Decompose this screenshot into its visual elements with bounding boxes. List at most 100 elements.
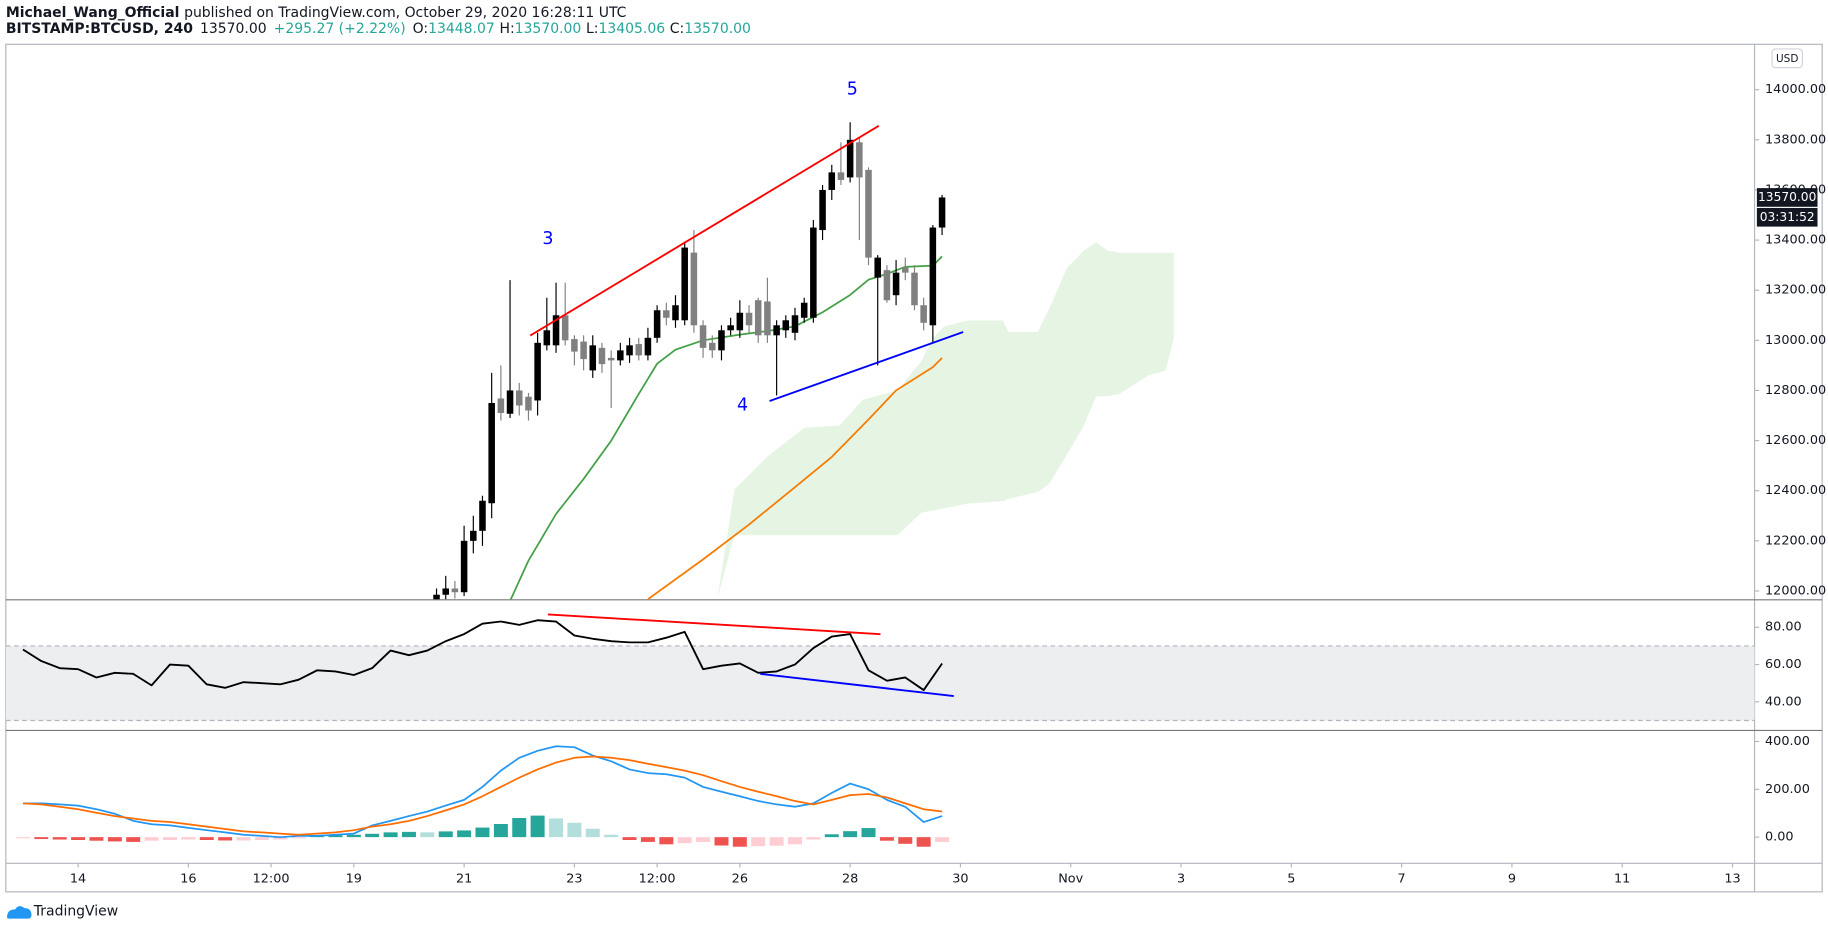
frame bbox=[5, 43, 1823, 893]
histogram-bar bbox=[34, 837, 49, 840]
candle-body bbox=[773, 325, 780, 336]
y-tick-label: 12000.00 bbox=[1765, 583, 1826, 598]
trendline bbox=[769, 331, 964, 402]
candle-body bbox=[552, 315, 560, 346]
x-tick-label: 5 bbox=[1287, 872, 1295, 887]
histogram-bar bbox=[273, 837, 288, 840]
x-tick-label: 7 bbox=[1398, 872, 1406, 887]
wave-label: 5 bbox=[847, 80, 858, 100]
histogram-bar bbox=[218, 837, 233, 841]
histogram-bar bbox=[714, 837, 729, 846]
y-tick-label: 12800.00 bbox=[1765, 383, 1826, 398]
x-tick-label: 21 bbox=[456, 872, 472, 887]
histogram-bar bbox=[677, 837, 692, 844]
candle-body bbox=[745, 312, 753, 326]
candle-body bbox=[589, 345, 597, 371]
histogram-bar bbox=[401, 831, 416, 838]
candle-body bbox=[791, 315, 799, 333]
countdown-box bbox=[1756, 207, 1818, 227]
macd-line bbox=[22, 755, 943, 836]
currency-button[interactable]: USD bbox=[1771, 48, 1803, 69]
symbol: BITSTAMP:BTCUSD, 240 bbox=[6, 21, 193, 37]
y-tick-label: 80.00 bbox=[1765, 620, 1802, 635]
candle-body bbox=[727, 325, 734, 331]
ohlc-label: L: bbox=[586, 21, 599, 37]
histogram-bar bbox=[328, 835, 343, 838]
candle-body bbox=[883, 270, 891, 301]
candle-body bbox=[718, 330, 725, 351]
ohlc-label: O: bbox=[413, 21, 428, 37]
candle-body bbox=[699, 325, 707, 348]
wave-label: 4 bbox=[737, 395, 748, 415]
candle-body bbox=[837, 172, 845, 180]
candle-body bbox=[938, 197, 946, 228]
histogram-bar bbox=[346, 834, 361, 838]
histogram-bar bbox=[751, 837, 766, 847]
candle-body bbox=[515, 390, 523, 406]
candle-body bbox=[571, 339, 578, 352]
histogram-bar bbox=[475, 827, 490, 838]
histogram-bar bbox=[163, 837, 177, 841]
x-tick-label: 9 bbox=[1508, 872, 1516, 887]
histogram-bar bbox=[696, 837, 711, 842]
histogram-bar bbox=[769, 837, 784, 846]
candle-body bbox=[810, 227, 817, 318]
ohlc-label: H: bbox=[499, 21, 514, 37]
candle-body bbox=[856, 142, 863, 178]
x-tick-label: 16 bbox=[180, 872, 196, 887]
x-tick-label: 12:00 bbox=[253, 872, 290, 887]
currency[interactable]: USD bbox=[1776, 53, 1798, 65]
x-tick-label: 28 bbox=[842, 872, 858, 887]
candle-body bbox=[874, 257, 881, 278]
x-tick-label: Nov bbox=[1058, 872, 1083, 887]
candle-body bbox=[561, 315, 569, 341]
macd-line bbox=[22, 745, 943, 839]
x-tick-label: 13 bbox=[1724, 872, 1740, 887]
candle-body bbox=[929, 227, 937, 326]
histogram-bar bbox=[843, 831, 858, 838]
ohlc-label: C: bbox=[670, 21, 684, 37]
histogram-bar bbox=[89, 837, 104, 841]
histogram-bar bbox=[659, 837, 674, 845]
candle-body bbox=[506, 390, 514, 414]
histogram-bar bbox=[567, 822, 582, 838]
brand: TradingView bbox=[33, 904, 118, 920]
y-tick-label: 13400.00 bbox=[1765, 233, 1826, 248]
candle-body bbox=[672, 305, 679, 321]
candle-body bbox=[736, 312, 744, 331]
histogram-bar bbox=[898, 837, 913, 844]
histogram-bar bbox=[438, 831, 453, 838]
candle-body bbox=[754, 300, 762, 336]
histogram-bar bbox=[879, 837, 894, 841]
histogram-bar bbox=[622, 837, 637, 841]
candle-body bbox=[653, 310, 661, 338]
candle-body bbox=[644, 337, 652, 356]
moving-average bbox=[647, 357, 943, 600]
candle-body bbox=[920, 305, 927, 323]
histogram-bar bbox=[512, 818, 527, 838]
y-tick-label: 14000.00 bbox=[1765, 82, 1826, 97]
macd-pane bbox=[15, 745, 950, 847]
y-tick-label: 13200.00 bbox=[1765, 283, 1826, 298]
histogram-bar bbox=[254, 837, 269, 841]
candle-body bbox=[828, 172, 836, 190]
histogram-bar bbox=[181, 837, 196, 840]
x-tick-label: 26 bbox=[732, 872, 748, 887]
candle-body bbox=[598, 347, 606, 365]
candle-body bbox=[819, 189, 826, 231]
histogram-bar bbox=[640, 837, 655, 842]
header-line2: BITSTAMP:BTCUSD, 240 13570.00 +295.27 (+2.… bbox=[6, 21, 751, 37]
candle-body bbox=[470, 530, 477, 541]
histogram-bar bbox=[916, 837, 931, 847]
currency-box[interactable] bbox=[1771, 48, 1803, 69]
published: published on TradingView.com, October 29… bbox=[184, 5, 626, 21]
candle-body bbox=[709, 342, 716, 351]
header-line1: Michael_Wang_Official published on Tradin… bbox=[6, 5, 627, 21]
rsi-pane bbox=[5, 613, 1755, 722]
candle-body bbox=[479, 500, 486, 531]
ohlc-value: 13570.00 bbox=[684, 21, 751, 37]
histogram-bar bbox=[549, 818, 564, 838]
histogram-bar bbox=[861, 828, 876, 838]
histogram-bar bbox=[15, 837, 30, 839]
